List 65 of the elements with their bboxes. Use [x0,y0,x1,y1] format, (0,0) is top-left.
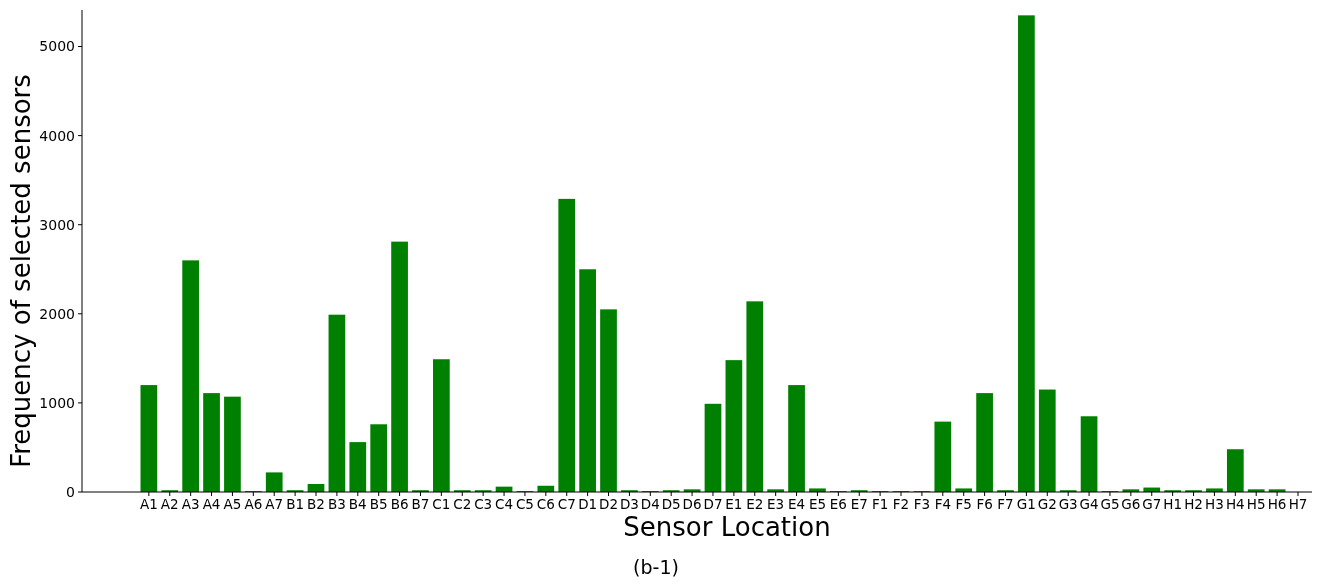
x-tick-label: E4 [787,496,806,512]
x-tick-label: G3 [1058,496,1078,512]
x-tick-label: E5 [808,496,827,512]
x-tick-label: C1 [432,496,451,512]
x-tick-label: D7 [703,496,723,512]
x-tick-label: E1 [725,496,743,512]
x-tick-label: E6 [829,496,847,512]
y-tick-label: 2000 [39,305,75,322]
x-tick-label: F2 [892,496,910,512]
x-tick-label: B5 [369,496,388,512]
x-tick-label: D2 [599,496,619,512]
x-tick-label: H6 [1267,496,1287,512]
x-tick-label: B1 [286,496,305,512]
x-tick-label: H1 [1163,496,1183,512]
x-tick-label: D6 [682,496,702,512]
x-tick-label: A3 [181,496,200,512]
y-tick-label: 0 [66,483,75,500]
x-tick-label: A6 [244,496,263,512]
x-axis-title: Sensor Location [623,512,831,542]
x-tick-label: A4 [202,496,221,512]
x-tick-label: B7 [411,496,430,512]
y-axis-title: Frequency of selected sensors [6,74,36,468]
x-tick-label: F5 [955,496,972,512]
y-tick-label: 3000 [39,216,75,233]
x-tick-label: B6 [390,496,409,512]
y-tick-label: 5000 [39,38,75,55]
x-tick-label: G5 [1100,496,1120,512]
x-tick-label: C6 [536,496,555,512]
x-tick-label: F6 [976,496,993,512]
x-tick-label: F3 [913,496,931,512]
x-tick-label: A7 [265,496,284,512]
x-tick-label: D3 [619,496,639,512]
x-tick-label: G7 [1142,496,1162,512]
x-tick-label: B3 [327,496,346,512]
x-tick-label: G6 [1121,496,1141,512]
x-tick-label: A1 [139,496,158,512]
x-tick-label: C5 [515,496,534,512]
x-tick-label: H3 [1205,496,1224,512]
x-tick-label: E3 [767,496,785,512]
y-tick-label: 1000 [39,394,75,411]
x-tick-label: F4 [934,496,951,512]
x-tick-label: D1 [578,496,598,512]
x-tick-label: C7 [557,496,576,512]
x-tick-label: E2 [746,496,764,512]
x-tick-label: C3 [474,496,493,512]
x-tick-label: D5 [661,496,681,512]
x-tick-label: E7 [850,496,868,512]
x-tick-label: C4 [495,496,514,512]
x-tick-label: G1 [1016,496,1036,512]
y-tick-label: 4000 [39,127,75,144]
x-tick-label: B4 [348,496,367,512]
x-tick-label: C2 [453,496,472,512]
x-tick-label: H7 [1288,496,1308,512]
x-tick-label: D4 [640,496,660,512]
x-tick-label: F7 [997,496,1014,512]
x-tick-label: G2 [1037,496,1057,512]
x-tick-label: H5 [1246,496,1266,512]
x-tick-label: A5 [223,496,242,512]
x-tick-label: H2 [1184,496,1203,512]
x-tick-label: A2 [160,496,179,512]
x-tick-label: G4 [1079,496,1099,512]
x-tick-label: F1 [871,496,889,512]
text: (b-1) [633,556,679,578]
x-tick-label: H4 [1225,496,1245,512]
x-tick-label: B2 [307,496,325,512]
